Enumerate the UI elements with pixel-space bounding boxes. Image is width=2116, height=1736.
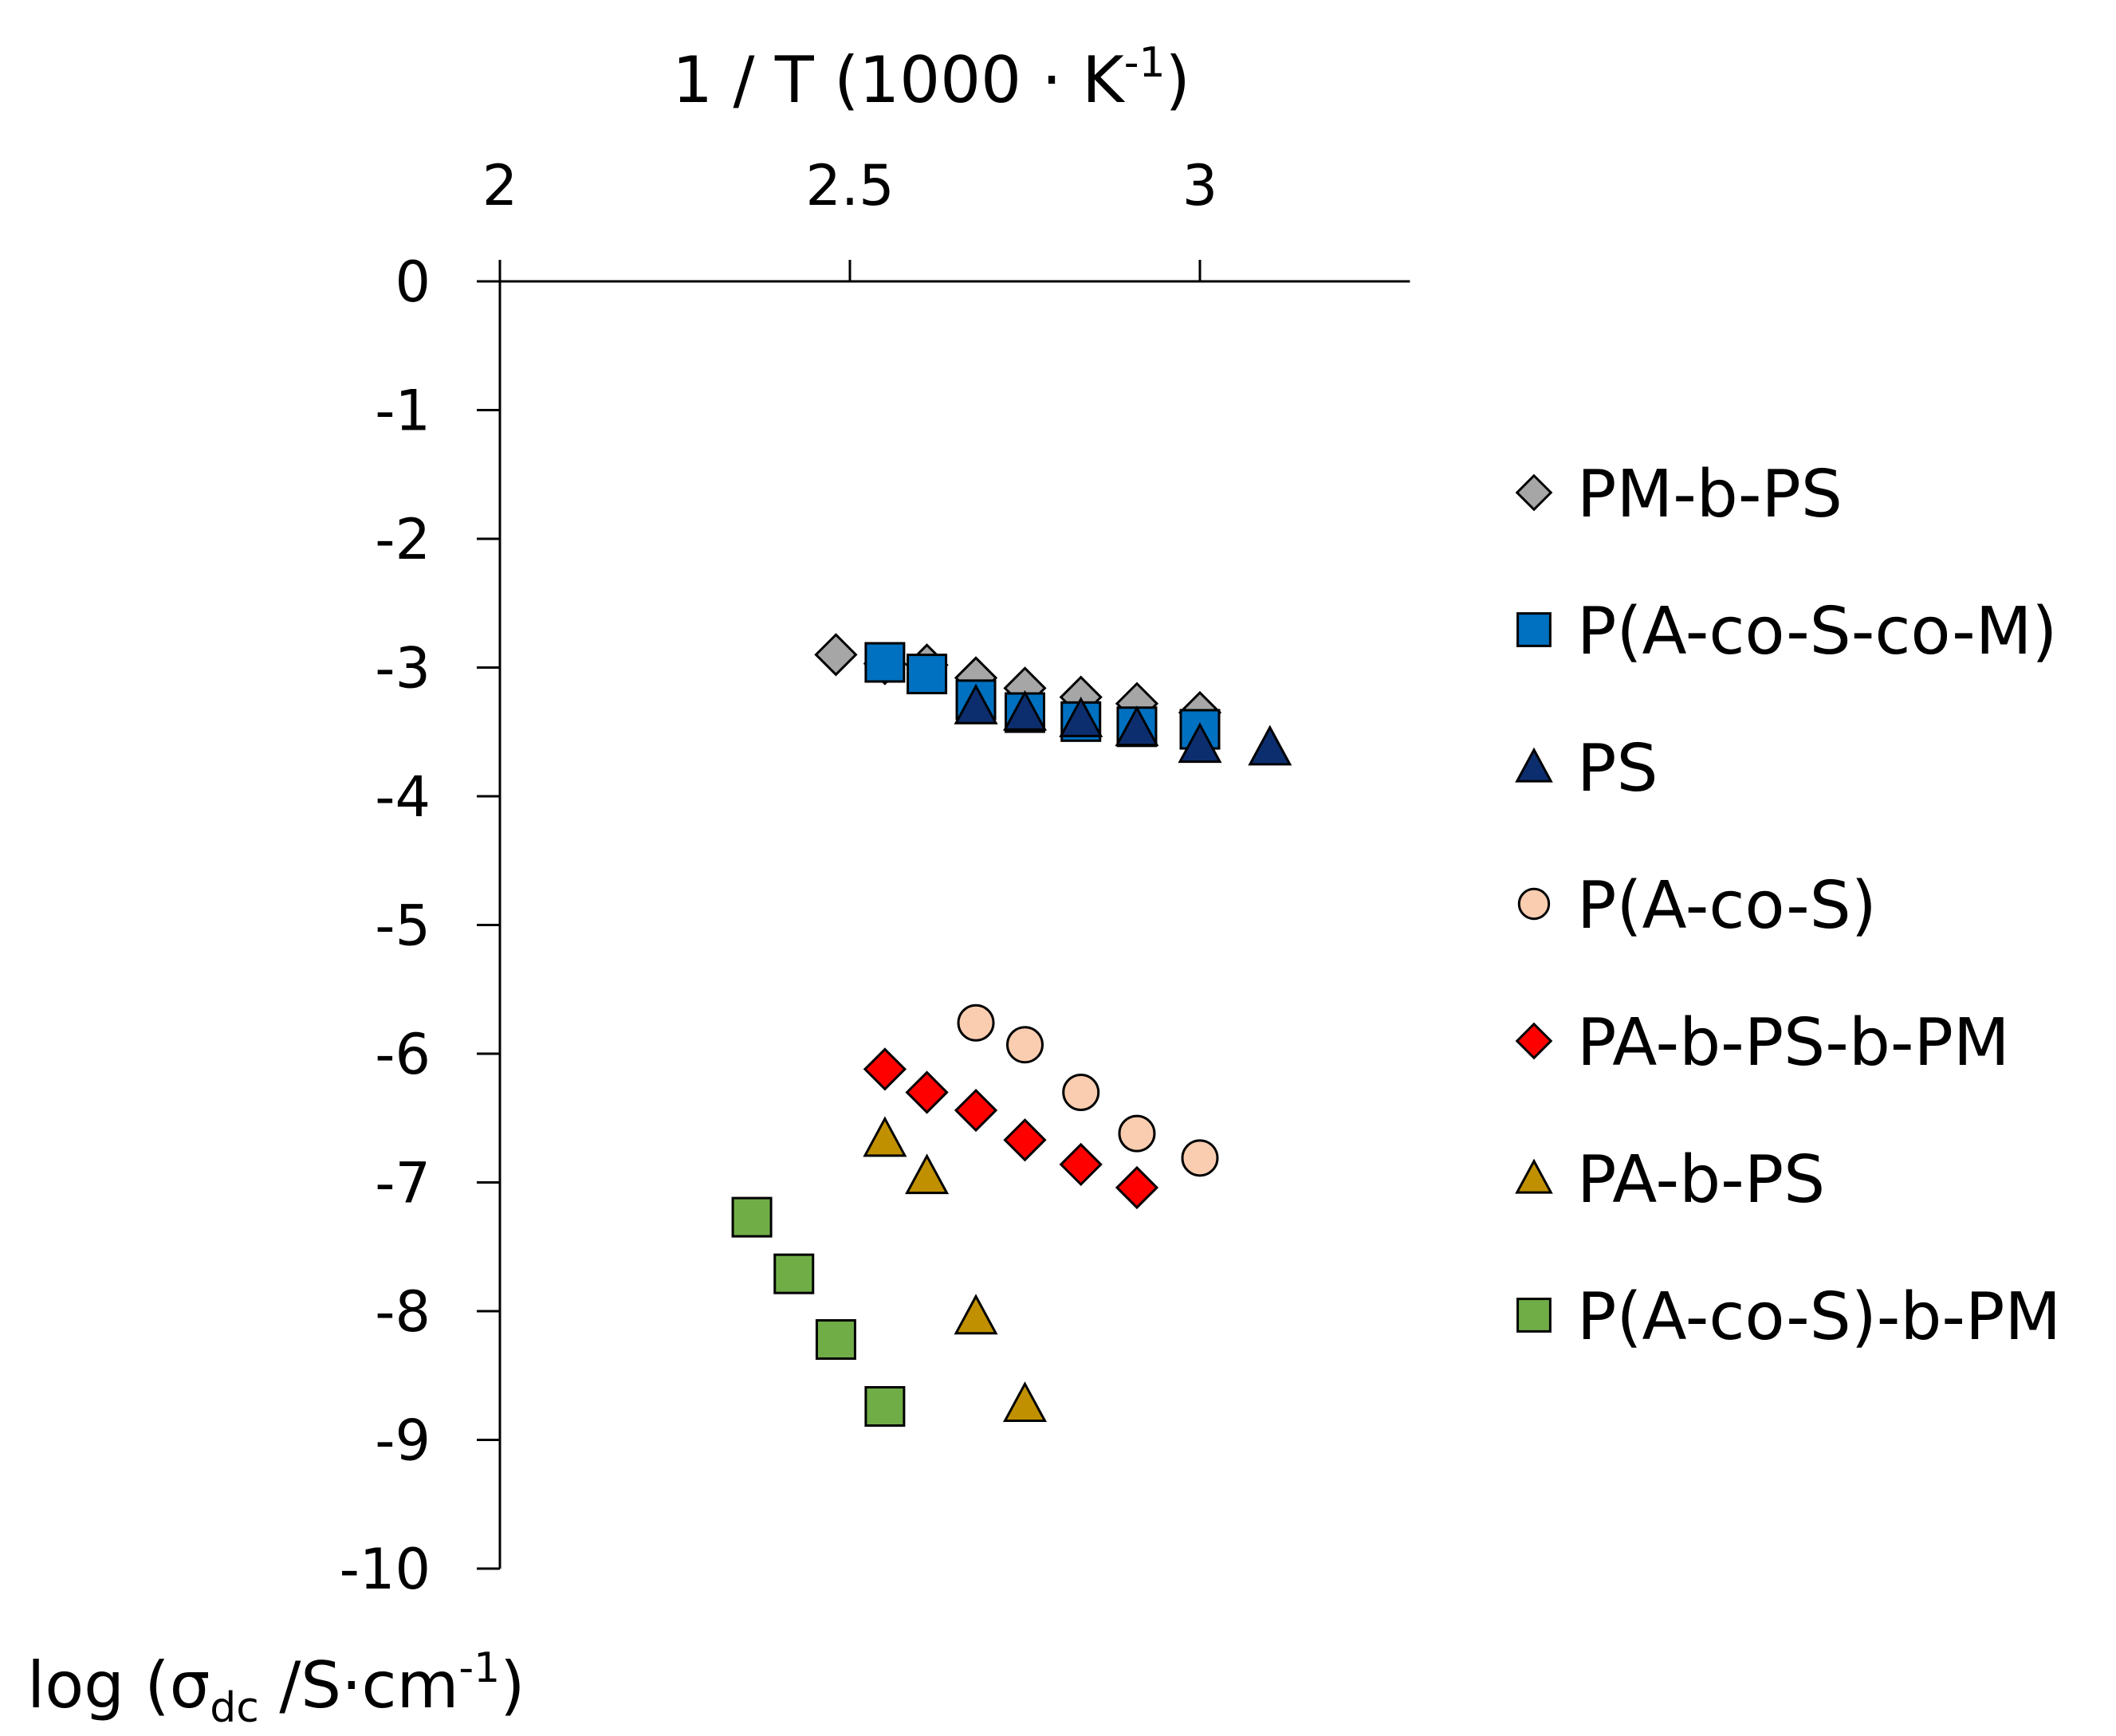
data-point xyxy=(1181,1139,1219,1177)
y-tick-label: 0 xyxy=(395,249,431,315)
legend-label: PA-b-PS xyxy=(1577,1142,1825,1218)
x-axis-ticks: 2 2.5 3 xyxy=(482,153,1218,281)
data-point xyxy=(863,1047,907,1091)
series-3 xyxy=(957,1004,1219,1177)
series-4 xyxy=(863,1047,1159,1210)
y-tick-label: -4 xyxy=(375,764,431,830)
data-point xyxy=(1115,1165,1159,1210)
series-2 xyxy=(954,683,1292,766)
legend-label: P(A-co-S) xyxy=(1577,868,1877,944)
data-point xyxy=(1002,689,1048,731)
data-point xyxy=(957,1004,995,1042)
legend-label: P(A-co-S)-b-PM xyxy=(1577,1279,2061,1355)
data-point xyxy=(864,642,906,683)
data-point xyxy=(864,1386,906,1428)
plot-points xyxy=(731,633,1292,1428)
legend-marker xyxy=(1515,1158,1553,1194)
data-point xyxy=(814,633,858,677)
y-tick-label: -2 xyxy=(375,507,431,572)
data-point xyxy=(815,1319,856,1361)
data-point xyxy=(1059,1142,1103,1187)
data-point xyxy=(1059,696,1103,737)
data-point xyxy=(1115,705,1159,747)
y-tick-label: -3 xyxy=(375,636,431,701)
data-point xyxy=(1006,1026,1044,1064)
data-point xyxy=(1062,1073,1100,1111)
legend-marker xyxy=(1515,473,1553,512)
y-tick-label: -10 xyxy=(340,1537,431,1602)
legend-item: PS xyxy=(1515,731,1658,807)
y-tick-label: -8 xyxy=(375,1279,431,1345)
data-point xyxy=(954,683,998,725)
legend-marker xyxy=(1517,887,1551,921)
y-tick-label: -7 xyxy=(375,1151,431,1216)
data-point xyxy=(905,1070,949,1114)
legend-item: PA-b-PS-b-PM xyxy=(1515,1005,2010,1081)
legend-label: PS xyxy=(1577,731,1658,807)
legend: PM-b-PS P(A-co-S-co-M) PS P(A-co-S) PA-b-PS-… xyxy=(1515,457,2061,1355)
legend-label: P(A-co-S-co-M) xyxy=(1577,594,2057,670)
legend-label: PA-b-PS-b-PM xyxy=(1577,1005,2010,1081)
data-point xyxy=(905,1153,950,1195)
data-point xyxy=(731,1196,773,1238)
legend-item: PA-b-PS xyxy=(1515,1142,1825,1218)
axes xyxy=(498,280,1410,1569)
series-5 xyxy=(863,1116,1048,1423)
legend-item: PM-b-PS xyxy=(1515,457,1843,532)
legend-item: P(A-co-S) xyxy=(1517,868,1877,944)
data-point xyxy=(1248,725,1292,766)
data-point xyxy=(907,654,948,695)
data-point xyxy=(1003,1118,1047,1162)
legend-item: P(A-co-S-co-M) xyxy=(1516,594,2057,670)
y-tick-label: -1 xyxy=(375,379,431,444)
series-6 xyxy=(731,1196,906,1428)
y-tick-label: -9 xyxy=(375,1408,431,1474)
data-point xyxy=(773,1253,815,1294)
legend-label: PM-b-PS xyxy=(1577,457,1843,532)
y-tick-label: -5 xyxy=(375,894,431,959)
legend-marker xyxy=(1515,1022,1553,1060)
data-point xyxy=(1118,1114,1156,1153)
y-axis-ticks: 0 -1 -2 -3 -4 -5 -6 -7 -8 -9 -10 xyxy=(340,249,500,1602)
legend-marker xyxy=(1515,747,1553,783)
y-axis-title: log (σdc /S·cm-1) xyxy=(27,1644,525,1732)
x-axis-title: 1 / T (1000 · K-1) xyxy=(672,39,1190,117)
x-tick-label: 2 xyxy=(482,153,518,218)
y-tick-label: -6 xyxy=(375,1022,431,1087)
x-tick-label: 3 xyxy=(1182,153,1218,218)
x-tick-label: 2.5 xyxy=(805,153,894,218)
data-point xyxy=(1178,722,1222,764)
legend-marker xyxy=(1516,612,1552,647)
data-point xyxy=(863,1116,907,1157)
data-point xyxy=(1002,1381,1048,1423)
legend-item: P(A-co-S)-b-PM xyxy=(1516,1279,2061,1355)
series-1 xyxy=(864,642,1221,750)
data-point xyxy=(954,1088,998,1133)
legend-marker xyxy=(1516,1298,1552,1333)
data-point xyxy=(954,1294,998,1335)
